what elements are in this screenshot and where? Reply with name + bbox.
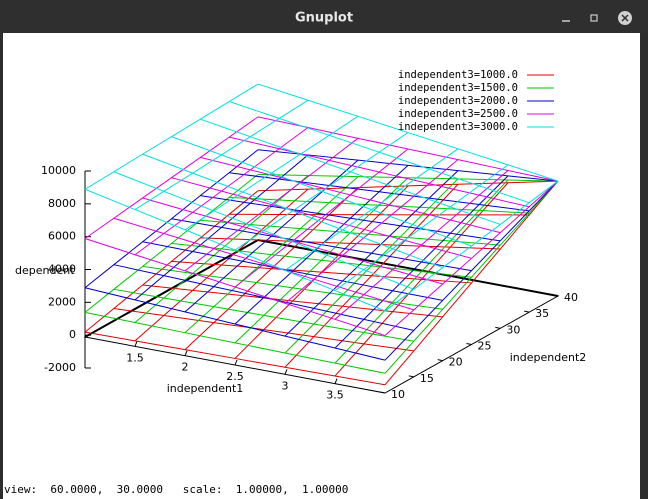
wire-line	[84, 149, 259, 289]
x-tick	[234, 359, 238, 366]
base-back-edge	[257, 239, 559, 297]
wire-line	[284, 178, 459, 354]
y-tick-label: 15	[420, 372, 434, 385]
x-tick	[284, 369, 288, 375]
window-title: Gnuplot	[295, 11, 353, 26]
legend-label: independent3=1000.0	[398, 69, 518, 81]
y-tick-label: 35	[535, 307, 549, 320]
status-bar: view: 60.0000, 30.0000 scale: 1.00000, 1…	[4, 483, 348, 496]
y-tick	[408, 375, 414, 378]
x-tick-label: 1.5	[126, 351, 144, 364]
wire-line	[84, 83, 259, 190]
wire-line	[84, 173, 259, 313]
x-axis-label: independent1	[167, 382, 244, 395]
legend-label: independent3=1500.0	[398, 82, 518, 94]
wire-line	[134, 154, 309, 301]
x-tick-label: 3.5	[326, 389, 344, 402]
y-tick	[524, 310, 530, 313]
wire-line	[134, 175, 309, 323]
plot-canvas	[3, 33, 640, 499]
x-tick-label: 2	[182, 361, 189, 374]
maximize-button[interactable]	[590, 14, 598, 22]
z-tick-label: 4000	[48, 263, 76, 276]
x-tick	[334, 378, 338, 384]
x-tick-label: 2.5	[226, 370, 244, 383]
wire-line	[384, 180, 559, 386]
y-tick	[466, 343, 472, 345]
z-tick-label: 0	[69, 328, 76, 341]
y-tick-label: 30	[506, 323, 520, 336]
wire-line	[334, 170, 509, 320]
wire-line	[334, 175, 509, 349]
y-tick	[552, 294, 559, 297]
wire-line	[184, 115, 359, 231]
wire-line	[84, 116, 259, 239]
wire-line	[384, 180, 559, 312]
x-tick-label: 3	[282, 379, 289, 392]
legend-label: independent3=3000.0	[398, 121, 518, 133]
wire-line	[384, 180, 559, 361]
wire-line	[234, 132, 409, 251]
wire-line	[334, 179, 509, 364]
wire-line	[134, 99, 309, 211]
y-tick-label: 25	[478, 340, 492, 353]
wire-line	[234, 185, 409, 359]
wire-line	[84, 190, 259, 333]
z-tick-label: 8000	[48, 197, 76, 210]
x-tick	[184, 350, 188, 356]
wire-line	[334, 182, 509, 377]
wire-line	[284, 170, 459, 337]
wire-line	[284, 159, 459, 304]
legend-label: independent3=2000.0	[398, 95, 518, 107]
wire-line	[334, 164, 509, 291]
y-tick	[379, 391, 386, 394]
close-button[interactable]	[618, 11, 632, 25]
wire-line	[134, 127, 309, 256]
legend-label: independent3=2500.0	[398, 108, 518, 120]
y-tick-label: 20	[449, 356, 463, 369]
z-tick-label: 2000	[48, 295, 76, 308]
z-tick-label: -2000	[44, 361, 76, 374]
z-tick-label: 6000	[48, 230, 76, 243]
y-axis-label: independent2	[510, 351, 587, 364]
z-axis-label: dependent	[15, 264, 75, 277]
wire-line	[134, 188, 309, 342]
x-tick	[134, 341, 138, 347]
wire-line	[184, 176, 359, 334]
y-tick	[495, 326, 501, 329]
y-tick	[437, 359, 443, 362]
wire-line	[234, 177, 409, 344]
wire-line	[234, 148, 409, 288]
title-bar	[0, 0, 648, 33]
z-tick-label: 10000	[41, 164, 76, 177]
wire-line	[384, 180, 559, 336]
y-tick-label: 10	[391, 388, 405, 401]
wire-line	[184, 137, 359, 272]
y-tick-label: 40	[564, 291, 578, 304]
wire-line	[384, 180, 559, 374]
wire-line	[284, 148, 459, 271]
